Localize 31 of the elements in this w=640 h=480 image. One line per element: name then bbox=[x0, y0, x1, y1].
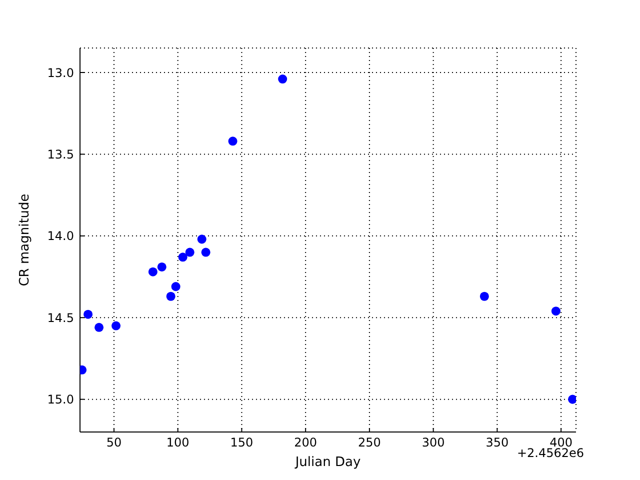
point bbox=[480, 292, 489, 301]
y-tick-label: 14.5 bbox=[47, 310, 74, 325]
point bbox=[94, 322, 104, 332]
x-tick-label: 200 bbox=[294, 436, 318, 450]
point bbox=[278, 74, 288, 84]
y-tick-label: 14.0 bbox=[47, 229, 74, 244]
point bbox=[171, 282, 180, 292]
y-tick-label: 15.0 bbox=[47, 392, 74, 407]
point bbox=[551, 306, 560, 316]
point bbox=[185, 248, 194, 257]
point bbox=[568, 394, 576, 404]
point bbox=[166, 292, 176, 301]
point bbox=[84, 310, 93, 319]
x-tick-label: 50 bbox=[106, 436, 122, 450]
point bbox=[148, 267, 158, 276]
x-tick-label: 150 bbox=[230, 436, 254, 450]
x-tick-label: 300 bbox=[422, 436, 445, 450]
y-tick-label: 13.5 bbox=[47, 147, 74, 162]
point bbox=[157, 262, 166, 272]
point bbox=[197, 234, 206, 244]
y-tick-label: 13.0 bbox=[47, 66, 74, 80]
y-axis-title: CR magnitude bbox=[18, 194, 33, 286]
point bbox=[178, 252, 188, 262]
x-tick-label: 350 bbox=[486, 436, 509, 450]
x-tick-label: 250 bbox=[358, 436, 381, 450]
point bbox=[201, 248, 210, 257]
x-tick-label: 100 bbox=[166, 436, 190, 450]
x-axis-title: Julian Day bbox=[294, 455, 361, 470]
point bbox=[112, 321, 121, 330]
text: +2.4562e6 bbox=[516, 446, 584, 460]
point bbox=[228, 136, 238, 146]
